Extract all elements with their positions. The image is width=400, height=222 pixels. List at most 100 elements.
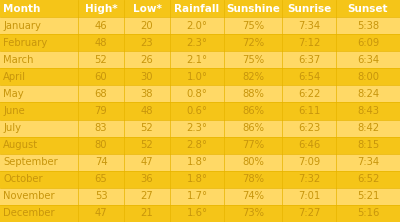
Text: June: June — [3, 106, 25, 116]
Text: 6:23: 6:23 — [298, 123, 320, 133]
Text: 27: 27 — [141, 191, 153, 201]
Text: 52: 52 — [95, 55, 107, 65]
Text: 74: 74 — [95, 157, 107, 167]
Text: 1.8°: 1.8° — [186, 174, 208, 184]
Text: 7:01: 7:01 — [298, 191, 320, 201]
Text: 6:54: 6:54 — [298, 72, 320, 82]
Text: 68: 68 — [95, 89, 107, 99]
Text: 52: 52 — [141, 140, 153, 150]
Bar — [0, 188, 400, 205]
Bar — [0, 85, 400, 103]
Text: 6:34: 6:34 — [357, 55, 379, 65]
Text: 8:43: 8:43 — [357, 106, 379, 116]
Text: 72%: 72% — [242, 38, 264, 48]
Text: 30: 30 — [141, 72, 153, 82]
Text: October: October — [3, 174, 43, 184]
Bar — [0, 103, 400, 119]
Bar — [0, 119, 400, 137]
Bar — [0, 68, 400, 85]
Text: 48: 48 — [141, 106, 153, 116]
Text: April: April — [3, 72, 26, 82]
Text: 73%: 73% — [242, 208, 264, 218]
Text: 47: 47 — [141, 157, 153, 167]
Text: August: August — [3, 140, 38, 150]
Text: 86%: 86% — [242, 106, 264, 116]
Text: Rainfall: Rainfall — [174, 4, 220, 14]
Bar — [0, 17, 400, 34]
Text: 52: 52 — [141, 123, 153, 133]
Text: 7:32: 7:32 — [298, 174, 320, 184]
Text: 6:09: 6:09 — [357, 38, 379, 48]
Text: May: May — [3, 89, 24, 99]
Text: 82%: 82% — [242, 72, 264, 82]
Text: Sunset: Sunset — [348, 4, 388, 14]
Text: 1.0°: 1.0° — [186, 72, 208, 82]
Text: 5:21: 5:21 — [357, 191, 379, 201]
Text: 8:42: 8:42 — [357, 123, 379, 133]
Text: 6:46: 6:46 — [298, 140, 320, 150]
Bar — [0, 154, 400, 171]
Text: 7:12: 7:12 — [298, 38, 320, 48]
Text: 21: 21 — [141, 208, 153, 218]
Text: 1.7°: 1.7° — [186, 191, 208, 201]
Text: 6:11: 6:11 — [298, 106, 320, 116]
Text: 75%: 75% — [242, 55, 264, 65]
Text: 8:00: 8:00 — [357, 72, 379, 82]
Text: 8:24: 8:24 — [357, 89, 379, 99]
Text: 6:22: 6:22 — [298, 89, 320, 99]
Text: 38: 38 — [141, 89, 153, 99]
Text: December: December — [3, 208, 55, 218]
Text: 5:16: 5:16 — [357, 208, 379, 218]
Text: 60: 60 — [95, 72, 107, 82]
Text: 46: 46 — [95, 21, 107, 31]
Text: 79: 79 — [95, 106, 107, 116]
Text: 6:52: 6:52 — [357, 174, 379, 184]
Text: 83: 83 — [95, 123, 107, 133]
Text: Low*: Low* — [132, 4, 162, 14]
Text: July: July — [3, 123, 21, 133]
Text: High*: High* — [85, 4, 117, 14]
Text: 5:38: 5:38 — [357, 21, 379, 31]
Text: March: March — [3, 55, 34, 65]
Bar — [0, 34, 400, 51]
Text: 1.8°: 1.8° — [186, 157, 208, 167]
Text: Sunshine: Sunshine — [226, 4, 280, 14]
Text: 6:37: 6:37 — [298, 55, 320, 65]
Text: January: January — [3, 21, 41, 31]
Text: 48: 48 — [95, 38, 107, 48]
Text: 80: 80 — [95, 140, 107, 150]
Text: 36: 36 — [141, 174, 153, 184]
Text: 0.6°: 0.6° — [186, 106, 208, 116]
Text: 77%: 77% — [242, 140, 264, 150]
Text: 2.1°: 2.1° — [186, 55, 208, 65]
Text: 2.8°: 2.8° — [186, 140, 208, 150]
Text: 7:27: 7:27 — [298, 208, 320, 218]
Bar — [0, 0, 400, 17]
Text: September: September — [3, 157, 58, 167]
Text: November: November — [3, 191, 55, 201]
Text: 78%: 78% — [242, 174, 264, 184]
Text: 86%: 86% — [242, 123, 264, 133]
Bar — [0, 137, 400, 154]
Text: 65: 65 — [95, 174, 107, 184]
Text: 47: 47 — [95, 208, 107, 218]
Text: 2.3°: 2.3° — [186, 123, 208, 133]
Text: 2.0°: 2.0° — [186, 21, 208, 31]
Text: 20: 20 — [141, 21, 153, 31]
Text: 75%: 75% — [242, 21, 264, 31]
Text: 26: 26 — [141, 55, 153, 65]
Bar — [0, 51, 400, 68]
Text: 88%: 88% — [242, 89, 264, 99]
Text: Month: Month — [3, 4, 40, 14]
Text: 7:34: 7:34 — [298, 21, 320, 31]
Bar — [0, 171, 400, 188]
Text: 1.6°: 1.6° — [186, 208, 208, 218]
Text: 8:15: 8:15 — [357, 140, 379, 150]
Text: 7:34: 7:34 — [357, 157, 379, 167]
Text: 23: 23 — [141, 38, 153, 48]
Text: 80%: 80% — [242, 157, 264, 167]
Text: 7:09: 7:09 — [298, 157, 320, 167]
Text: 74%: 74% — [242, 191, 264, 201]
Text: February: February — [3, 38, 48, 48]
Text: 53: 53 — [95, 191, 107, 201]
